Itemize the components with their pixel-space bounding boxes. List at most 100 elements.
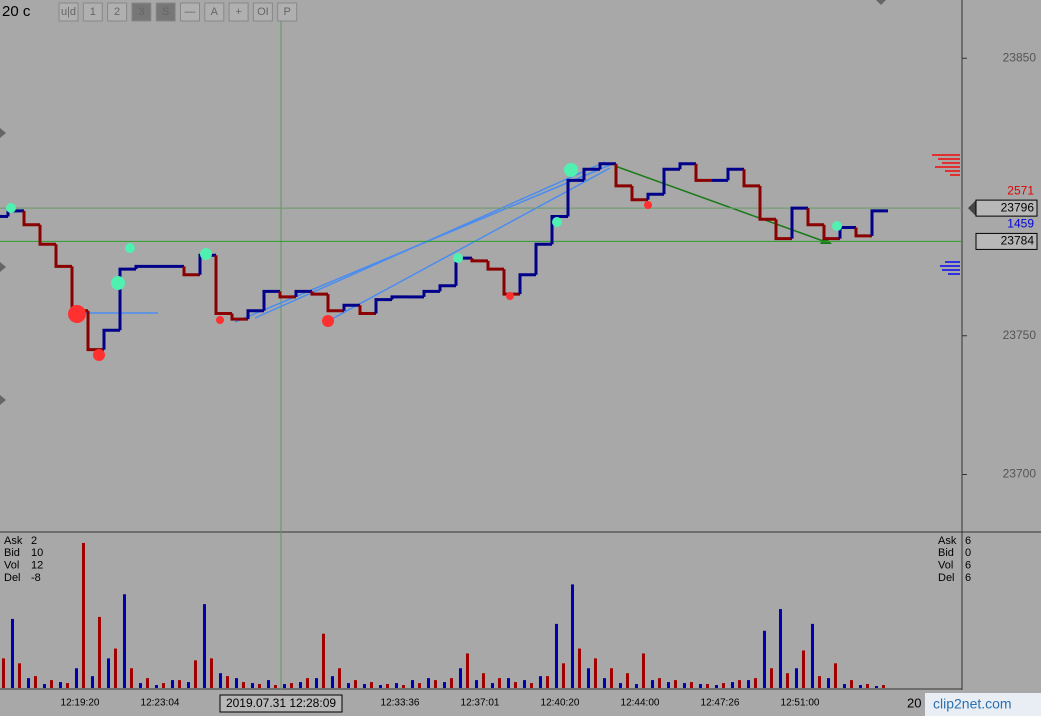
volume-bar [75, 668, 78, 688]
volume-bar [827, 678, 830, 688]
volume-bar [651, 680, 654, 688]
marker [200, 248, 212, 260]
volume-bar [242, 682, 245, 688]
toolbar-button-label: S [162, 6, 169, 18]
price-step [102, 328, 120, 350]
toolbar-button [58, 2, 79, 22]
info-label: Ask [4, 535, 23, 547]
marker [322, 315, 334, 327]
volume-bar [667, 682, 670, 688]
volume-bar [539, 676, 542, 688]
side-arrow [0, 128, 6, 138]
marker [564, 163, 578, 177]
toolbar-button-label: A [211, 6, 219, 18]
volume-bar [50, 680, 53, 688]
volume-bar [562, 663, 565, 688]
volume-bar [187, 682, 190, 688]
trend-line [329, 167, 611, 321]
marker [552, 217, 562, 227]
info-label: Ask [938, 535, 957, 547]
volume-bar [715, 685, 718, 688]
volume-bar [795, 668, 798, 688]
price-step [758, 185, 776, 221]
marker [125, 243, 135, 253]
toolbar-button-label: — [185, 6, 196, 18]
volume-bar [235, 678, 238, 688]
last-price-label: 23796 [1001, 200, 1035, 214]
volume-bar [866, 684, 869, 688]
price-step [534, 242, 552, 275]
price-step [118, 267, 136, 331]
volume-bar [555, 623, 558, 688]
marker [453, 253, 463, 263]
volume-bar [59, 682, 62, 688]
volume-bar [306, 678, 309, 688]
marker [68, 305, 86, 323]
volume-bar [43, 684, 46, 688]
volume-bar [34, 676, 37, 688]
info-label: Bid [4, 547, 20, 559]
price-step [518, 273, 536, 295]
volume-bar [763, 630, 766, 688]
volume-bar [395, 683, 398, 688]
price-step [678, 162, 696, 170]
volume-bar [155, 685, 158, 688]
cursor-time: 2019.07.31 12:28:09 [226, 696, 336, 710]
x-tick-label: 12:37:01 [461, 698, 500, 709]
volume-bar [802, 650, 805, 688]
price-step [342, 303, 360, 311]
volume-bar [267, 680, 270, 688]
price-step [742, 169, 760, 188]
volume-bar [379, 685, 382, 688]
price-step [54, 244, 72, 268]
volume-bar [587, 668, 590, 688]
y-tick-label: 23750 [1003, 328, 1037, 342]
volume-bar [322, 633, 325, 688]
info-value: -8 [31, 572, 41, 584]
volume-bar [171, 680, 174, 688]
volume-bar [546, 676, 549, 688]
volume-bar [818, 676, 821, 688]
x-tick-label: 12:40:20 [541, 698, 580, 709]
volume-bar [578, 648, 581, 688]
watermark-box [925, 693, 1041, 716]
x-tick-label: 12:23:04 [141, 698, 180, 709]
volume-bar [347, 683, 350, 688]
toolbar-button [228, 2, 249, 22]
volume-bar [251, 683, 254, 688]
volume-bar [674, 680, 677, 688]
volume-bar [738, 680, 741, 688]
info-label: Del [938, 572, 955, 584]
volume-bar [114, 648, 117, 688]
volume-bar [226, 676, 229, 688]
volume-bar [859, 685, 862, 688]
info-value: 10 [31, 547, 43, 559]
volume-bar [98, 616, 101, 688]
volume-bar [514, 682, 517, 688]
watermark: clip2net.com [933, 696, 1012, 712]
y-tick-label: 23700 [1003, 467, 1037, 481]
volume-bar [747, 680, 750, 688]
info-label: Bid [938, 547, 954, 559]
volume-bar [434, 680, 437, 688]
price-step [502, 269, 520, 296]
marker [216, 316, 224, 324]
volume-bar [210, 658, 213, 688]
price-step [694, 163, 712, 182]
volume-bar [491, 683, 494, 688]
volume-bar [642, 653, 645, 688]
volume-bar [507, 678, 510, 688]
bid-price-label: 23784 [1001, 234, 1035, 248]
price-step [646, 192, 664, 200]
volume-bar [130, 668, 133, 688]
volume-bar [683, 683, 686, 688]
x-tick-label: 12:19:20 [61, 698, 100, 709]
volume-bar [363, 684, 366, 688]
marker [644, 201, 652, 209]
info-value: 6 [965, 572, 971, 584]
toolbar-button [155, 2, 176, 22]
volume-bar [370, 682, 373, 688]
